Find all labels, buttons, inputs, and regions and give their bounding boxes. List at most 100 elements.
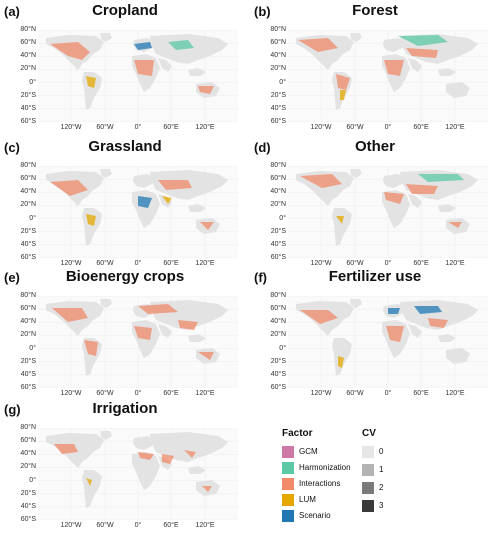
panel-cropland: (a) Cropland 80°N 60°N 40°N 20°N 0° 20°S 40°S 6… xyxy=(2,2,248,134)
panel-title: Cropland xyxy=(92,2,158,19)
factor-region xyxy=(300,174,342,188)
factor-region xyxy=(134,326,152,340)
lat-tick-label: 40°N xyxy=(270,318,286,326)
lat-tick-label: 20°S xyxy=(20,357,36,365)
factor-region xyxy=(178,320,198,330)
factor-region xyxy=(406,184,438,194)
lon-tick-label: 0° xyxy=(134,124,142,131)
lat-tick-label: 20°S xyxy=(20,489,36,497)
lon-tick-label: 120°E xyxy=(445,260,465,267)
land-mass xyxy=(350,299,362,308)
factor-region xyxy=(338,356,344,368)
lon-tick-label: 0° xyxy=(384,390,392,397)
lat-tick-label: 40°N xyxy=(20,318,36,326)
legend-swatch xyxy=(282,478,294,490)
lat-tick-label: 0° xyxy=(279,78,286,86)
factor-region xyxy=(448,222,462,228)
lon-tick-label: 0° xyxy=(134,260,142,267)
lat-tick-label: 20°N xyxy=(270,201,286,209)
factor-region xyxy=(384,192,404,204)
lat-tick-label: 40°S xyxy=(20,240,36,248)
lon-tick-label: 120°W xyxy=(60,522,82,529)
cv-label: 0 xyxy=(379,447,384,456)
lat-tick-label: 40°S xyxy=(20,502,36,510)
land-mass xyxy=(438,334,456,342)
factor-region xyxy=(84,340,98,356)
lat-tick-label: 20°N xyxy=(20,463,36,471)
lat-tick-label: 60°N xyxy=(270,305,286,313)
land-mass xyxy=(408,324,422,338)
lat-tick-label: 40°S xyxy=(20,104,36,112)
legend-label: Harmonization xyxy=(299,463,351,472)
legend-swatch xyxy=(282,446,294,458)
factor-region xyxy=(134,42,152,50)
factor-region xyxy=(202,486,212,492)
factor-region xyxy=(386,326,404,342)
factor-region xyxy=(198,352,214,360)
panel-title: Irrigation xyxy=(92,400,158,417)
lon-tick-label: 60°W xyxy=(96,260,114,267)
lat-tick-label: 60°S xyxy=(270,254,286,261)
land-mass xyxy=(132,190,160,228)
legend-swatch xyxy=(282,510,294,522)
lon-tick-label: 0° xyxy=(134,522,142,529)
land-mass xyxy=(133,436,156,450)
legend-label: Scenario xyxy=(299,511,331,520)
lon-tick-label: 0° xyxy=(134,390,142,397)
lat-tick-label: 80°N xyxy=(20,26,36,33)
lat-tick-label: 80°N xyxy=(270,26,286,33)
lat-tick-label: 60°S xyxy=(20,516,36,523)
legend-swatch xyxy=(282,494,294,506)
lon-tick-label: 60°W xyxy=(96,522,114,529)
land-mass xyxy=(350,33,362,42)
lat-tick-label: 60°S xyxy=(270,384,286,391)
factor-region xyxy=(336,74,350,90)
factor-region xyxy=(300,310,338,324)
land-mass xyxy=(82,470,102,508)
land-mass xyxy=(82,208,102,246)
factor-region xyxy=(406,48,438,58)
lat-tick-label: 80°N xyxy=(20,292,36,299)
legend-label: GCM xyxy=(299,447,318,456)
land-mass xyxy=(100,33,112,42)
panel-letter: (e) xyxy=(4,270,20,285)
factor-region xyxy=(398,35,448,46)
lon-tick-label: 120°W xyxy=(310,124,332,131)
lon-tick-label: 120°W xyxy=(60,124,82,131)
land-mass xyxy=(100,299,112,308)
panel-letter: (d) xyxy=(254,140,271,155)
lon-tick-label: 120°W xyxy=(60,260,82,267)
factor-region xyxy=(168,40,194,50)
lat-tick-label: 40°S xyxy=(270,240,286,248)
lat-tick-label: 40°N xyxy=(270,188,286,196)
legend-swatch xyxy=(282,462,294,474)
land-mass xyxy=(132,452,160,490)
lon-tick-label: 60°E xyxy=(163,124,179,131)
lon-tick-label: 0° xyxy=(384,260,392,267)
legend-label: LUM xyxy=(299,495,316,504)
lon-tick-label: 120°E xyxy=(445,390,465,397)
lat-tick-label: 40°N xyxy=(270,52,286,60)
lon-tick-label: 60°E xyxy=(413,124,429,131)
world-map xyxy=(288,296,488,388)
lat-tick-label: 60°N xyxy=(270,39,286,47)
land-mass xyxy=(350,169,362,178)
panel-grassland: (c) Grassland 80°N 60°N 40°N 20°N 0° 20°S 40°S… xyxy=(2,138,248,270)
land-mass xyxy=(332,208,352,246)
lon-tick-label: 120°E xyxy=(195,260,215,267)
lat-tick-label: 20°N xyxy=(20,201,36,209)
lat-tick-label: 60°S xyxy=(20,118,36,125)
lat-tick-label: 0° xyxy=(279,344,286,352)
lat-tick-label: 40°N xyxy=(20,188,36,196)
world-map xyxy=(38,166,238,258)
lon-tick-label: 60°E xyxy=(413,390,429,397)
lat-tick-label: 60°S xyxy=(20,384,36,391)
land-mass xyxy=(158,58,172,72)
lat-tick-label: 0° xyxy=(29,344,36,352)
factor-region xyxy=(298,38,338,52)
lat-tick-label: 0° xyxy=(29,214,36,222)
factor-region xyxy=(50,42,90,60)
lon-tick-label: 60°W xyxy=(346,260,364,267)
cv-swatch xyxy=(362,446,374,458)
land-mass xyxy=(158,324,172,338)
